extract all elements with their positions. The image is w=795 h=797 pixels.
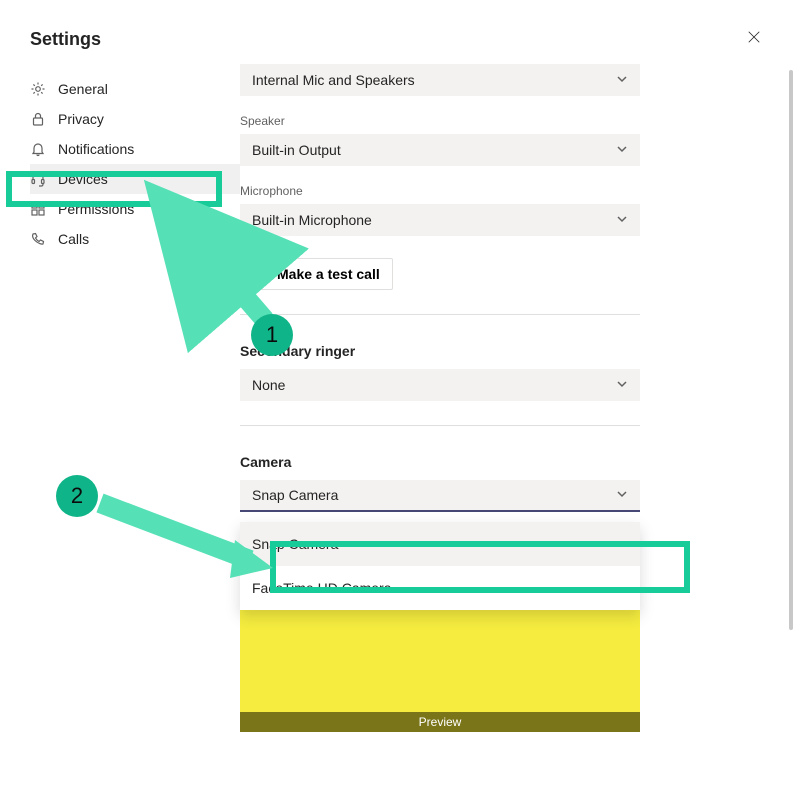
secondary-ringer-select[interactable]: None [240, 369, 640, 401]
chevron-down-icon [616, 487, 628, 503]
sidebar-item-general[interactable]: General [30, 74, 240, 104]
sidebar-item-label: Permissions [58, 201, 134, 217]
button-label: Make a test call [277, 266, 380, 282]
divider [240, 314, 640, 315]
annotation-step-1: 1 [251, 314, 293, 356]
scrollbar-thumb[interactable] [789, 70, 793, 630]
sidebar-item-label: General [58, 81, 108, 97]
speaker-label: Speaker [240, 114, 675, 128]
chevron-down-icon [616, 377, 628, 393]
microphone-label: Microphone [240, 184, 675, 198]
divider [240, 425, 640, 426]
sidebar-item-label: Devices [58, 171, 108, 187]
settings-sidebar: General Privacy Notifications Devices Pe… [0, 64, 240, 732]
camera-option-snap[interactable]: Snap Camera [240, 522, 640, 566]
chevron-down-icon [616, 142, 628, 158]
annotation-arrow-2 [95, 488, 295, 588]
settings-content: Internal Mic and Speakers Speaker Built-… [240, 64, 795, 732]
gear-icon [30, 81, 46, 97]
speaker-select[interactable]: Built-in Output [240, 134, 640, 166]
sidebar-item-privacy[interactable]: Privacy [30, 104, 240, 134]
chevron-down-icon [616, 212, 628, 228]
headset-icon [30, 171, 46, 187]
camera-title: Camera [240, 454, 675, 470]
phone-icon [30, 231, 46, 247]
camera-select[interactable]: Snap Camera [240, 480, 640, 512]
microphone-select[interactable]: Built-in Microphone [240, 204, 640, 236]
annotation-step-2: 2 [56, 475, 98, 517]
settings-header: Settings [0, 0, 795, 64]
close-icon [747, 30, 761, 44]
sidebar-item-notifications[interactable]: Notifications [30, 134, 240, 164]
secondary-ringer-title: Secondary ringer [240, 343, 675, 359]
preview-label: Preview [240, 712, 640, 732]
chevron-down-icon [616, 72, 628, 88]
sidebar-item-label: Notifications [58, 141, 134, 157]
select-value: None [252, 377, 285, 393]
close-button[interactable] [743, 26, 765, 52]
sidebar-item-label: Privacy [58, 111, 104, 127]
camera-preview: Preview [240, 590, 640, 732]
bell-icon [30, 141, 46, 157]
camera-option-facetime[interactable]: FaceTime HD Camera [240, 566, 640, 610]
page-title: Settings [30, 29, 101, 50]
select-value: Built-in Output [252, 142, 341, 158]
select-value: Internal Mic and Speakers [252, 72, 415, 88]
apps-icon [30, 201, 46, 217]
sidebar-item-devices[interactable]: Devices [30, 164, 240, 194]
scrollbar[interactable] [787, 70, 795, 797]
audio-device-select[interactable]: Internal Mic and Speakers [240, 64, 640, 96]
lock-icon [30, 111, 46, 127]
camera-dropdown: Snap Camera FaceTime HD Camera [240, 522, 640, 610]
sidebar-item-label: Calls [58, 231, 89, 247]
